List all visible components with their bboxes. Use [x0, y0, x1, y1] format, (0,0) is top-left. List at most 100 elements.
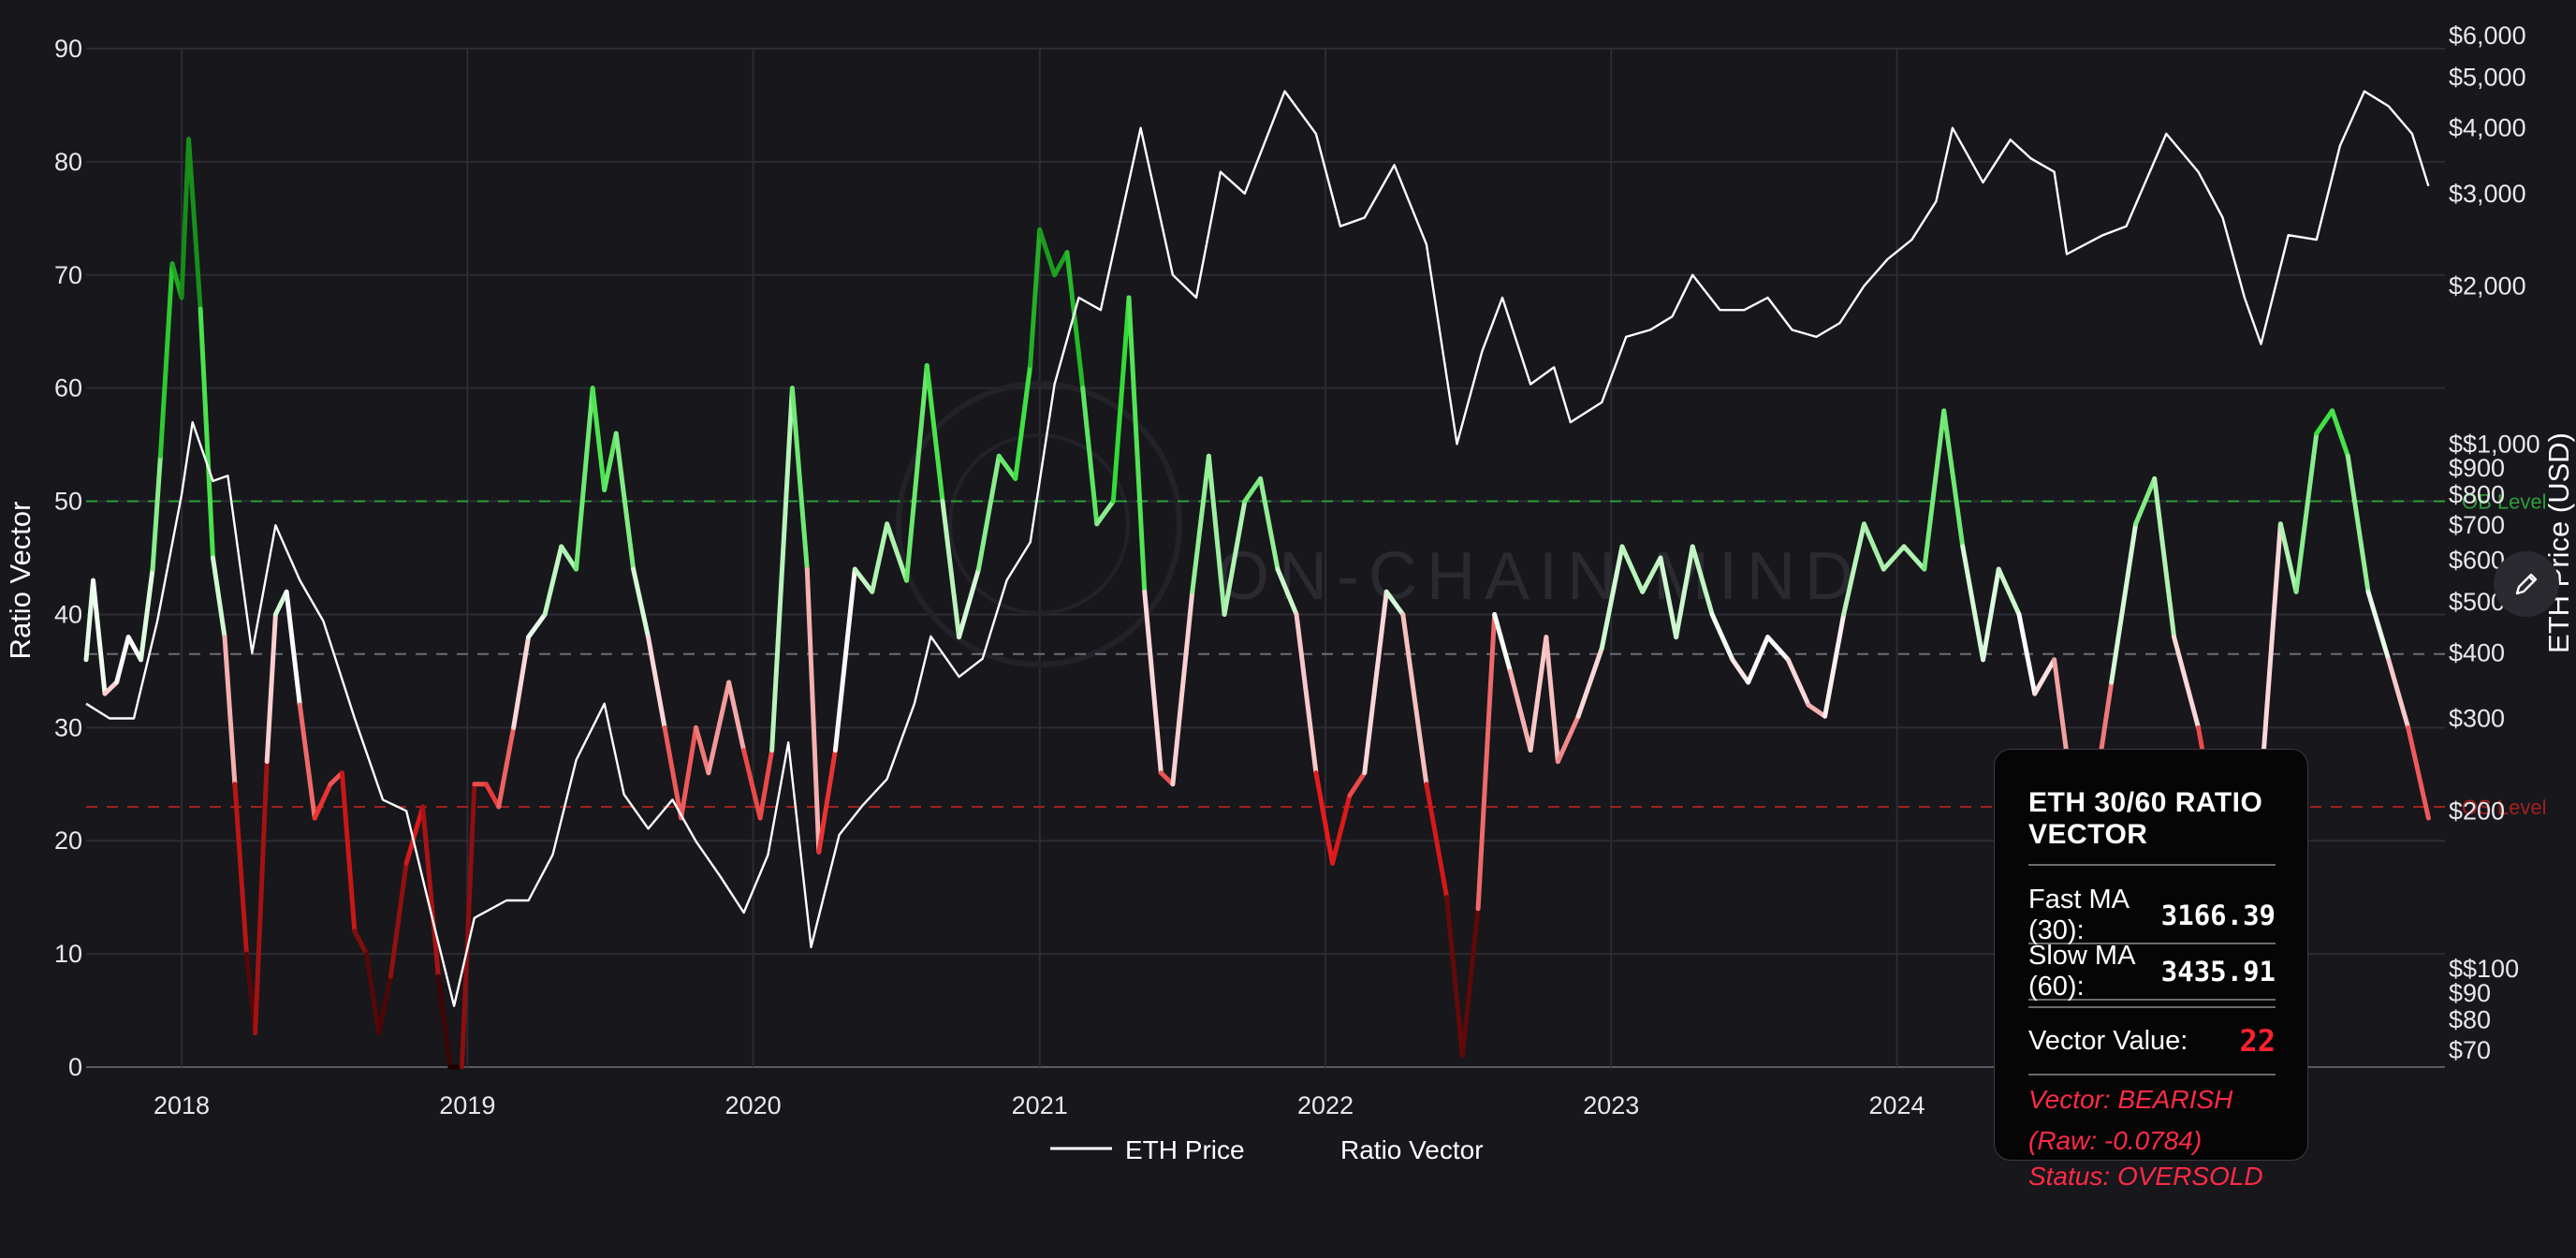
ratio-vector-segment: [1206, 453, 1227, 617]
ratio-vector-segment: [232, 782, 249, 957]
ratio-vector-segment: [2365, 589, 2392, 663]
ratio-vector-segment: [1110, 295, 1132, 505]
ratio-vector-segment: [590, 386, 607, 492]
left-axis-ticks: 0 10 20 30 40 50 60 70 80 90: [54, 35, 82, 1081]
left-tick-label: 70: [54, 261, 82, 289]
ratio-vector-segment: [1052, 250, 1070, 278]
ratio-vector-segment: [1347, 770, 1368, 798]
ratio-vector-segment: [222, 635, 238, 787]
ratio-vector-segment: [210, 555, 227, 640]
right-tick-label: $80: [2449, 1005, 2491, 1033]
ratio-vector-segment: [376, 973, 393, 1036]
ratio-vector-segment: [996, 453, 1018, 481]
ratio-vector-series: [83, 137, 2431, 1070]
x-tick-label: 2019: [439, 1091, 495, 1119]
ratio-vector-segment: [726, 680, 747, 753]
ratio-vector-segment: [1475, 611, 1498, 912]
left-tick-label: 50: [54, 488, 82, 516]
ratio-vector-segment: [139, 566, 155, 663]
ratio-vector-segment: [526, 611, 548, 640]
vector-status-text: Vector: BEARISH (Raw: -0.0784): [2028, 1085, 2233, 1155]
ratio-vector-segment: [957, 566, 981, 640]
slow-ma-label: Slow MA (60):: [2028, 941, 2134, 1002]
left-tick-label: 90: [54, 35, 82, 63]
ratio-vector-segment: [150, 453, 163, 572]
legend-ratio-vector-label[interactable]: Ratio Vector: [1340, 1135, 1484, 1164]
ratio-vector-segment: [91, 578, 108, 696]
ratio-vector-segment: [975, 453, 1002, 572]
ratio-vector-segment: [511, 635, 532, 730]
reference-line-label: OB Level: [2462, 490, 2547, 514]
ratio-vector-segment: [114, 635, 131, 685]
left-tick-label: 20: [54, 826, 82, 855]
ratio-vector-segment: [870, 521, 890, 594]
ratio-vector-segment: [1064, 250, 1086, 391]
ratio-vector-segment: [1242, 475, 1264, 505]
reference-line-label: OS Level: [2462, 796, 2547, 819]
right-tick-label: $2,000: [2449, 272, 2526, 300]
ratio-vector-segment: [1806, 702, 1828, 719]
ratio-vector-segment: [1142, 589, 1164, 776]
ratio-vector-segment: [2330, 408, 2350, 459]
right-tick-label: $6,000: [2449, 22, 2526, 50]
ratio-vector-segment: [1996, 566, 2022, 617]
ratio-vector-segment: [1709, 611, 1735, 663]
ratio-vector-segment: [102, 680, 120, 696]
ratio-vector-segment: [2406, 724, 2431, 821]
ratio-vector-segment: [483, 782, 502, 810]
ratio-vector-segment: [832, 566, 857, 753]
ratio-vector-segment: [297, 702, 317, 821]
watermark-text: ON-CHAIN MIND: [1217, 539, 1863, 614]
ratio-vector-segment: [1658, 555, 1679, 640]
ratio-vector-segment: [885, 521, 910, 583]
ratio-vector-segment: [1275, 566, 1299, 617]
left-tick-label: 0: [68, 1053, 82, 1081]
ratio-vector-segment: [264, 611, 278, 765]
ratio-vector-segment: [1690, 544, 1715, 617]
ratio-vector-segment: [388, 860, 409, 979]
watermark-brain-inner-icon: [948, 433, 1130, 615]
ratio-vector-segment: [631, 566, 651, 640]
ratio-vector-segment: [1037, 227, 1058, 278]
right-tick-label: $300: [2449, 705, 2505, 733]
ratio-vector-segment: [2277, 521, 2299, 594]
ratio-vector-segment: [741, 748, 763, 821]
ratio-vector-segment: [198, 306, 215, 561]
ratio-vector-segment: [2314, 408, 2335, 436]
ratio-vector-segment: [2345, 453, 2371, 594]
ratio-vector-segment: [1765, 635, 1791, 663]
ratio-vector-segment: [1841, 521, 1866, 617]
ratio-vector-segment: [1507, 668, 1533, 753]
legend[interactable]: ETH Price Ratio Vector: [1050, 1135, 1484, 1164]
right-tick-label: $700: [2449, 511, 2505, 539]
ratio-vector-segment: [2172, 635, 2202, 730]
ratio-vector-segment: [940, 499, 962, 640]
ratio-vector-segment: [2293, 431, 2320, 594]
right-tick-label: $200: [2449, 797, 2505, 825]
ratio-vector-segment: [1746, 635, 1771, 685]
x-tick-label: 2020: [725, 1091, 782, 1119]
vector-value: 22: [2239, 1023, 2276, 1059]
x-tick-label: 2024: [1868, 1091, 1925, 1119]
ratio-vector-segment: [1599, 544, 1625, 651]
right-tick-label: $400: [2449, 638, 2505, 666]
left-tick-label: 10: [54, 940, 82, 968]
right-tick-label: $800: [2449, 481, 2505, 509]
ratio-vector-segment: [1258, 475, 1281, 572]
fast-ma-row: Fast MA (30): 3166.39: [2028, 885, 2276, 945]
ratio-vector-segment: [1785, 657, 1811, 708]
legend-eth-price-label[interactable]: ETH Price: [1125, 1135, 1245, 1164]
vector-value-label: Vector Value:: [2028, 1025, 2188, 1056]
ratio-vector-segment: [679, 724, 699, 821]
ratio-vector-segment: [459, 782, 477, 1070]
ratio-vector-segment: [904, 362, 929, 583]
ratio-vector-segment: [574, 386, 595, 572]
ratio-vector-segment: [1941, 408, 1966, 549]
ratio-vector-segment: [613, 431, 637, 572]
right-tick-label: $5,000: [2449, 63, 2526, 91]
ratio-vector-segment: [83, 578, 96, 663]
eth-price-line: [85, 90, 2430, 1007]
edit-button[interactable]: [2494, 551, 2559, 617]
ratio-vector-segment: [1544, 635, 1560, 765]
